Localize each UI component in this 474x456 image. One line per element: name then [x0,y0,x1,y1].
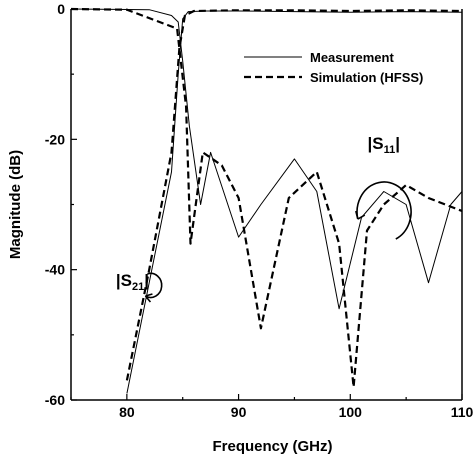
curve-layer [70,7,463,394]
s21-circle-marker [145,272,163,299]
x-tick-label: 80 [119,404,135,420]
y-tick-label: -60 [45,392,65,408]
s21-arrow-head [144,293,153,303]
x-tick-label: 110 [451,404,474,420]
x-axis-label: Frequency (GHz) [212,438,332,455]
axes-layer: 80 90 100 110 0 -20 -40 -60 Frequency (GHz) Magni… [7,1,474,455]
simulation-s11-curve [70,7,463,389]
annotation-s11: |S11| [368,134,401,156]
measurement-s11-curve [70,8,463,310]
x-tick-label: 90 [231,404,247,420]
legend-label-simulation: Simulation (HFSS) [310,70,423,85]
legend-label-measurement: Measurement [310,50,394,65]
legend: Measurement Simulation (HFSS) [244,50,423,85]
annotation-layer: |S11| |S21| [116,134,412,303]
s11-arrow-head [355,210,366,220]
x-tick-label: 100 [339,404,363,420]
y-tick-label: 0 [57,1,65,17]
s11-circle-marker [356,181,412,240]
measurement-s21-curve [126,10,463,394]
y-tick-label: -20 [45,131,65,147]
y-tick-label: -40 [45,262,65,278]
y-axis-label: Magnitude (dB) [7,150,24,259]
simulation-s21-curve [125,9,463,381]
annotation-s21: |S21| [116,271,149,293]
